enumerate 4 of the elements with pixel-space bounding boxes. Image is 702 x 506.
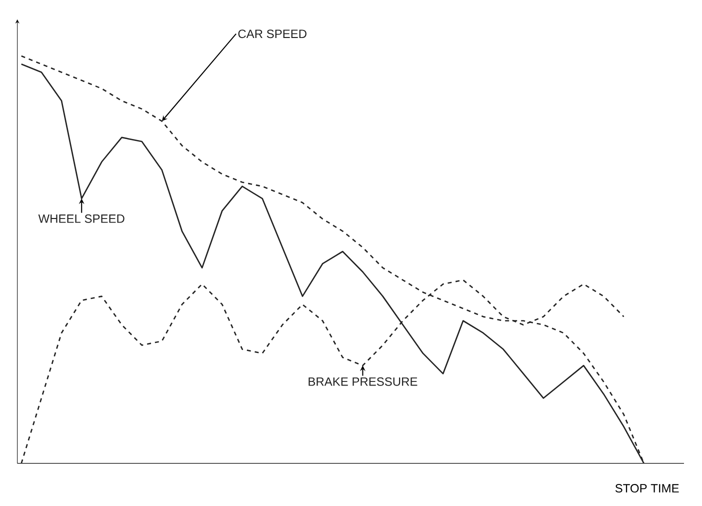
series-label: BRAKE PRESSURE (308, 377, 418, 386)
series-label: WHEEL SPEED (38, 214, 124, 223)
text: CAR SPEED (238, 30, 306, 38)
x-axis-title: STOP TIME (615, 484, 679, 493)
